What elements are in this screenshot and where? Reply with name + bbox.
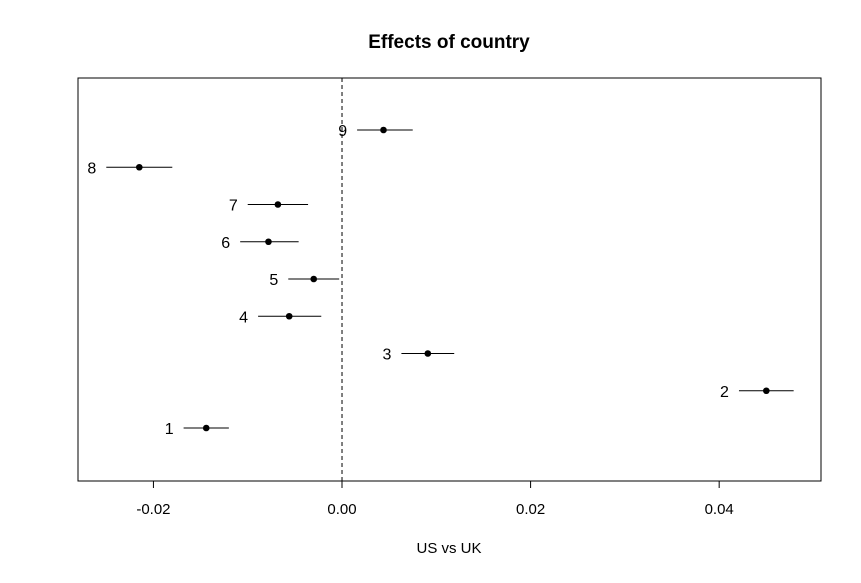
estimate-row: 9	[338, 123, 413, 140]
estimate-point	[424, 350, 432, 357]
x-axis-label: US vs UK	[416, 540, 481, 557]
estimate-point	[763, 387, 770, 395]
estimate-row: 3	[383, 347, 455, 364]
point-label: 9	[338, 123, 347, 140]
estimate-row: 7	[229, 198, 309, 215]
point-label: 8	[87, 160, 96, 177]
point-label: 1	[165, 421, 174, 438]
estimate-point	[380, 126, 387, 134]
estimate-row: 1	[165, 421, 229, 438]
point-label: 6	[221, 235, 230, 252]
point-label: 7	[229, 198, 238, 215]
point-label: 5	[269, 272, 278, 289]
x-tick-label: 0.02	[516, 501, 545, 518]
estimate-point	[285, 312, 293, 320]
point-label: 2	[720, 384, 729, 401]
estimate-points: 1 2 3 4 5 6 7 8 9	[87, 123, 794, 438]
plot-frame	[77, 77, 822, 482]
point-label: 4	[239, 309, 248, 326]
x-tick-label: 0.04	[705, 501, 734, 518]
point-label: 3	[383, 347, 392, 364]
estimate-row: 4	[239, 309, 322, 326]
estimate-point	[274, 201, 282, 208]
estimate-row: 6	[221, 235, 299, 252]
chart-title: Effects of country	[368, 32, 530, 53]
estimate-row: 2	[720, 384, 794, 401]
estimate-row: 5	[269, 272, 340, 289]
x-axis-ticks: -0.02 0.00 0.02 0.04	[136, 481, 734, 518]
estimate-point	[265, 238, 272, 246]
x-tick-label: 0.00	[327, 501, 356, 518]
estimate-point	[135, 163, 143, 171]
estimate-row: 8	[87, 160, 173, 177]
estimate-point	[202, 424, 210, 432]
estimate-point	[310, 275, 318, 283]
x-tick-label: -0.02	[136, 501, 170, 518]
